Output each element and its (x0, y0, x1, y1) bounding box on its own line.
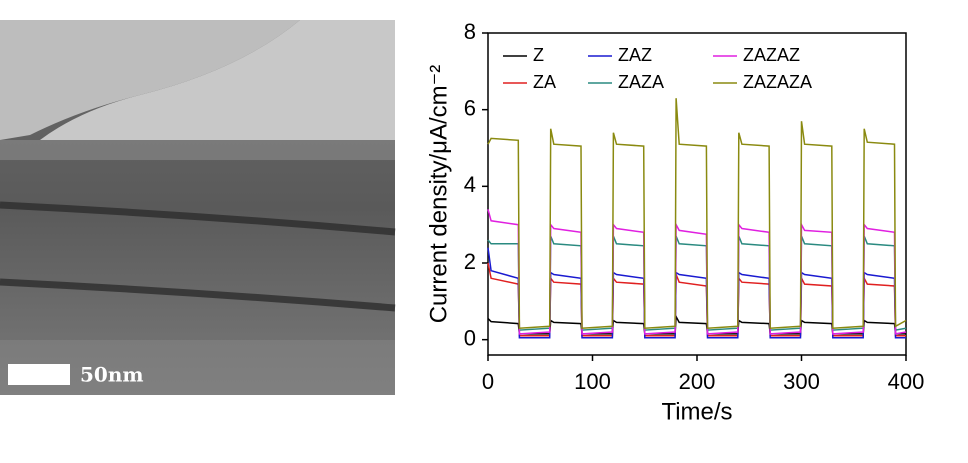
x-tick-label: 300 (783, 369, 820, 394)
legend-label: Z (533, 45, 544, 65)
legend-label: ZAZAZA (743, 72, 812, 92)
y-tick-label: 2 (464, 249, 476, 274)
tem-image: 50nm (0, 20, 396, 395)
legend-label: ZA (533, 72, 556, 92)
x-tick-label: 400 (888, 369, 925, 394)
data-line (487, 98, 907, 329)
y-tick-label: 8 (464, 19, 476, 44)
legend-label: ZAZAZ (743, 45, 800, 65)
y-axis-label: Current density/μA/cm⁻² (425, 65, 452, 324)
legend-label: ZAZA (618, 72, 664, 92)
legend-label: ZAZ (618, 45, 652, 65)
y-tick-label: 4 (464, 172, 476, 197)
scale-bar-label: 50nm (80, 363, 144, 387)
x-axis-label: Time/s (661, 398, 732, 425)
x-tick-label: 0 (482, 369, 494, 394)
x-tick-label: 100 (574, 369, 611, 394)
y-tick-label: 6 (464, 95, 476, 120)
x-tick-label: 200 (679, 369, 716, 394)
y-tick-label: 0 (464, 325, 476, 350)
